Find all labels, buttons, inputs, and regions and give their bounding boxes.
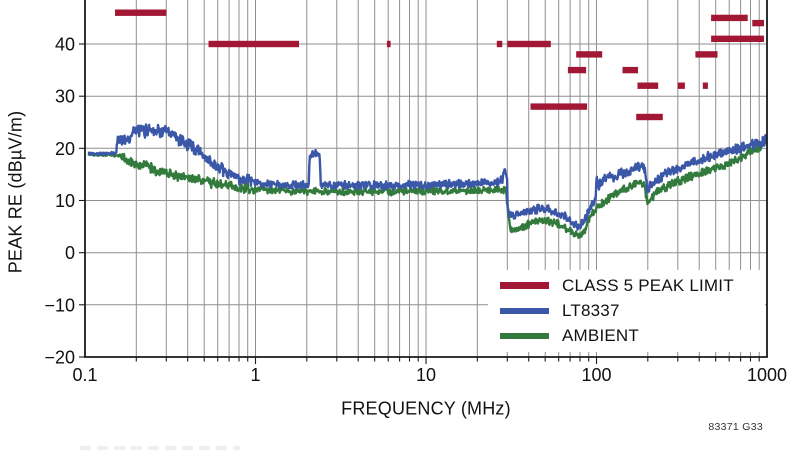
x-axis-title: FREQUENCY (MHz) xyxy=(341,398,511,419)
limit-segment xyxy=(576,51,603,58)
limit-segment xyxy=(496,40,503,48)
legend-label-limit: CLASS 5 PEAK LIMIT xyxy=(562,275,734,295)
cropped-caption-fragment xyxy=(80,446,240,450)
y-tick-labels: 50 40 30 20 10 0 −10 −20 xyxy=(44,0,75,368)
y-tick-label: 20 xyxy=(55,139,75,159)
y-tick-label: −20 xyxy=(44,348,75,368)
y-tick-label: 50 xyxy=(55,0,75,2)
x-tick-label: 1000 xyxy=(747,365,787,385)
legend-label-ambient: AMBIENT xyxy=(562,325,639,345)
limit-segment xyxy=(530,103,588,110)
x-tick-label: 0.1 xyxy=(72,365,97,385)
limit-segment xyxy=(637,82,659,89)
limit-segment xyxy=(115,9,167,16)
limit-segment xyxy=(711,35,764,42)
limit-segment xyxy=(752,19,764,27)
limit-segment xyxy=(695,51,718,58)
limit-segment xyxy=(507,40,551,48)
legend-swatch-lt8337 xyxy=(500,307,549,314)
limit-segment xyxy=(208,40,299,48)
limit-segment xyxy=(636,113,663,121)
y-axis-title: PEAK RE (dBµV/m) xyxy=(5,110,26,274)
x-tick-label: 1 xyxy=(250,365,260,385)
y-tick-label: 40 xyxy=(55,35,75,55)
legend-item-ambient: AMBIENT xyxy=(500,323,765,348)
limit-segment xyxy=(386,40,391,48)
y-tick-label: 0 xyxy=(65,243,75,263)
legend-item-class5-peak-limit: CLASS 5 PEAK LIMIT xyxy=(500,273,765,298)
y-tick-label: 30 xyxy=(55,87,75,107)
legend-item-lt8337: LT8337 xyxy=(500,298,765,323)
legend-swatch-ambient xyxy=(500,332,549,339)
series-lt8337 xyxy=(87,123,767,231)
legend-label-lt8337: LT8337 xyxy=(562,300,620,320)
limit-segments xyxy=(115,9,764,121)
x-tick-label: 100 xyxy=(581,365,611,385)
y-tick-label: −10 xyxy=(44,295,75,315)
figure-code: 83371 G33 xyxy=(708,421,763,433)
axis-ticks xyxy=(79,43,760,364)
limit-segment xyxy=(677,82,685,89)
legend-swatch-limit xyxy=(500,282,549,289)
x-tick-labels: 0.1 1 10 100 1000 xyxy=(72,365,787,385)
y-tick-label: 10 xyxy=(55,191,75,211)
x-tick-label: 10 xyxy=(416,365,436,385)
limit-segment xyxy=(622,66,638,74)
limit-segment xyxy=(702,82,708,89)
legend: CLASS 5 PEAK LIMIT LT8337 AMBIENT xyxy=(488,270,765,352)
limit-segment xyxy=(567,66,587,74)
limit-segment xyxy=(711,14,748,22)
